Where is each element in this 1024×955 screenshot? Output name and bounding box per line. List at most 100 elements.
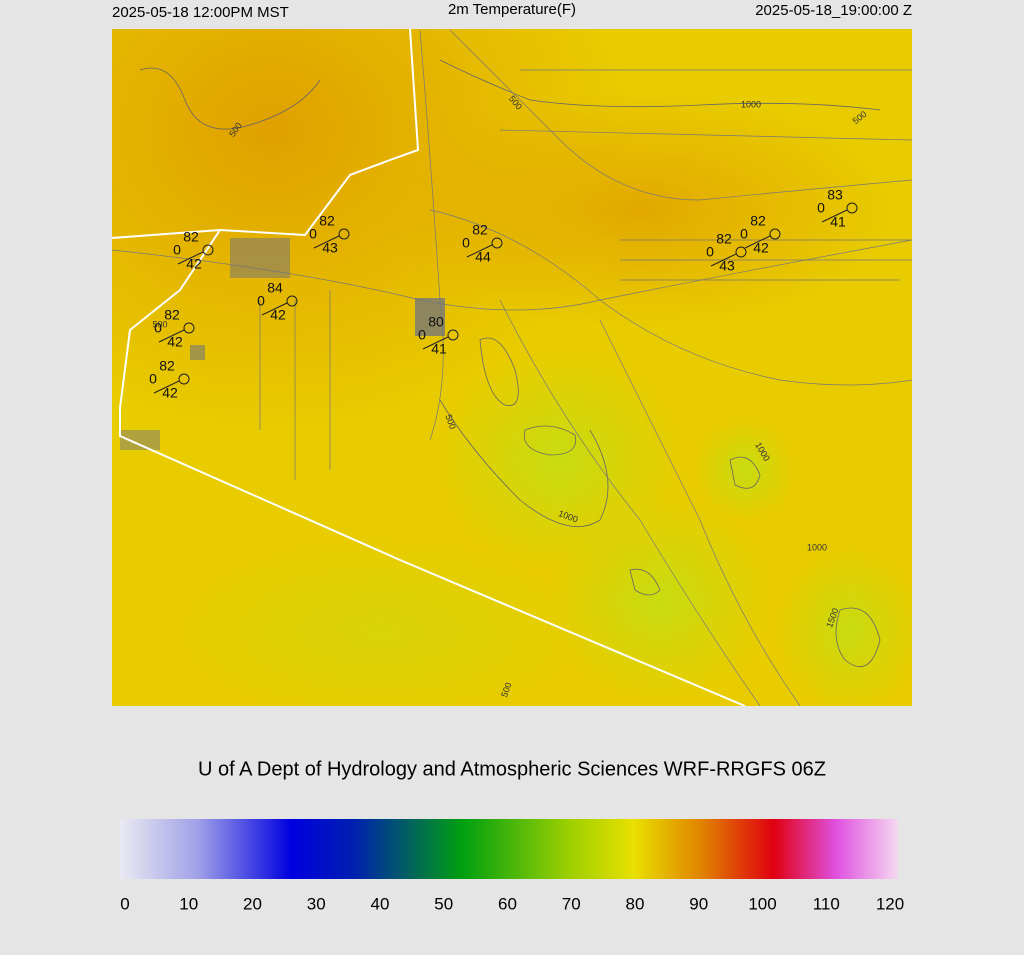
colorbar-tick-label: 120 — [876, 894, 904, 913]
wind-barb — [744, 235, 771, 249]
dewpoint: 42 — [162, 385, 178, 401]
station-circle — [769, 228, 781, 240]
roads — [112, 29, 912, 706]
map-title: 2m Temperature(F) — [448, 1, 576, 18]
contour — [629, 568, 661, 596]
colorbar — [120, 819, 898, 879]
station-plot: 820 44 — [462, 222, 503, 265]
temperature: 82 — [164, 307, 180, 323]
contour-label: 500 — [443, 413, 458, 431]
wind-barb — [466, 244, 493, 258]
colorbar-tick-label: 10 — [179, 894, 198, 913]
temperature: 82 — [319, 213, 335, 229]
contour — [523, 425, 577, 456]
road — [620, 239, 912, 281]
station-circle — [447, 329, 459, 341]
temperature: 83 — [827, 187, 843, 203]
wind-value: 0 — [257, 293, 265, 309]
road — [419, 29, 444, 441]
urban-area — [120, 430, 160, 450]
station-plot: 820 42 — [154, 307, 195, 350]
dewpoint: 43 — [322, 240, 338, 256]
station-circle — [202, 244, 214, 256]
valid-time-utc: 2025-05-18_19:00:00 Z — [755, 2, 912, 19]
station-plot: 820 43 — [309, 213, 350, 256]
contour — [835, 607, 881, 667]
wind-value: 0 — [309, 226, 317, 242]
road — [259, 290, 331, 480]
wind-value: 0 — [149, 371, 157, 387]
contours — [139, 59, 881, 667]
station-circle — [735, 246, 747, 258]
colorbar-tick-label: 90 — [689, 894, 708, 913]
wind-value: 0 — [706, 244, 714, 260]
station-circle — [846, 202, 858, 214]
station-plot: 820 43 — [706, 231, 747, 274]
station-plot: 820 42 — [173, 229, 214, 272]
colorbar-tick-label: 70 — [562, 894, 581, 913]
contour-label: 1000 — [741, 99, 761, 109]
wind-barb — [422, 336, 449, 350]
station-circle — [338, 228, 350, 240]
station-plots: 8204282043840428204282042820448004182043… — [149, 187, 858, 401]
contour — [439, 59, 881, 111]
cool-area — [180, 540, 580, 706]
wind-value: 0 — [740, 226, 748, 242]
borders — [112, 29, 746, 706]
warm-area — [380, 90, 900, 330]
colorbar-tick-label: 100 — [748, 894, 776, 913]
station-plot: 820 42 — [149, 358, 190, 401]
wind-value: 0 — [154, 320, 162, 336]
wind-barb — [313, 235, 340, 249]
contour — [139, 67, 321, 130]
dewpoint: 44 — [475, 249, 491, 265]
wind-barb — [177, 251, 204, 265]
wind-value: 0 — [817, 200, 825, 216]
cool-area — [780, 550, 912, 706]
dewpoint: 41 — [431, 341, 447, 357]
wind-barb — [821, 209, 848, 223]
dewpoint: 42 — [753, 240, 769, 256]
colorbar-tick-label: 20 — [243, 894, 262, 913]
colorbar-tick-label: 60 — [498, 894, 517, 913]
station-plot: 840 42 — [257, 280, 298, 323]
colorbar-tick-label: 50 — [434, 894, 453, 913]
colorbar-tick-label: 40 — [371, 894, 390, 913]
cool-area — [550, 500, 770, 700]
wind-barb — [158, 329, 185, 343]
station-circle — [286, 295, 298, 307]
wind-value: 0 — [418, 327, 426, 343]
station-circle — [491, 237, 503, 249]
station-plot: 830 41 — [817, 187, 858, 230]
contour — [439, 399, 609, 527]
border — [119, 229, 746, 706]
road — [499, 299, 761, 706]
wind-value: 0 — [462, 235, 470, 251]
road — [599, 319, 801, 706]
dewpoint: 42 — [270, 307, 286, 323]
contour-label: 1000 — [807, 542, 827, 552]
cool-area — [695, 420, 795, 520]
urban-areas — [120, 238, 445, 450]
road — [449, 29, 912, 201]
wind-barb — [710, 253, 737, 267]
dewpoint: 43 — [719, 258, 735, 274]
contour — [479, 337, 519, 406]
station-circle — [183, 322, 195, 334]
colorbar-tick-label: 80 — [626, 894, 645, 913]
wind-barb — [261, 302, 288, 316]
station-plot: 800 41 — [418, 314, 459, 357]
urban-area — [230, 238, 290, 278]
colorbar-tick-label: 30 — [307, 894, 326, 913]
temperature: 80 — [428, 314, 444, 330]
urban-area — [190, 345, 205, 360]
colorbar-ticks: 0 10 20 30 40 50 60 70 80 90 100 110 120 — [120, 894, 904, 913]
temperature: 82 — [183, 229, 199, 245]
valid-time-local: 2025-05-18 12:00PM MST — [112, 4, 289, 21]
wind-value: 0 — [173, 242, 181, 258]
colorbar-tick-label: 0 — [120, 894, 129, 913]
colorbar-tick-label: 110 — [813, 894, 840, 913]
temperature: 82 — [159, 358, 175, 374]
